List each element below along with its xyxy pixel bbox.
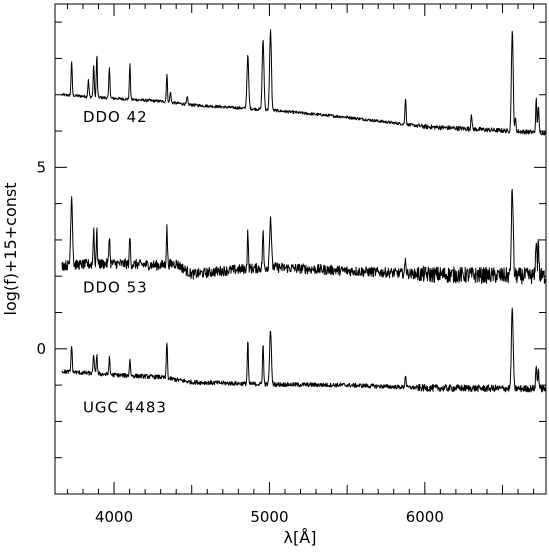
x-tick-label: 4000: [95, 508, 133, 526]
spectrum-line: [61, 307, 547, 393]
x-tick-label: 6000: [406, 508, 444, 526]
y-tick-label: 0: [36, 340, 46, 358]
y-axis-title: log(f)+15+const: [1, 182, 20, 315]
x-axis-title: λ[Å]: [284, 528, 317, 547]
series-label: DDO 42: [83, 108, 148, 126]
spectrum-line: [61, 29, 547, 136]
x-tick-label: 5000: [250, 508, 288, 526]
ticks-layer: [55, 4, 546, 494]
spectrum-line: [61, 188, 547, 285]
spectra-layer: [61, 29, 547, 393]
series-label: DDO 53: [83, 279, 148, 297]
plot-frame: [54, 3, 547, 495]
series-labels-layer: DDO 42 DDO 53 UGC 4483: [83, 108, 167, 416]
y-tick-label: 5: [36, 158, 46, 176]
tick-labels-layer: 4000 5000 6000 0 5: [36, 158, 443, 526]
series-label: UGC 4483: [83, 398, 167, 416]
